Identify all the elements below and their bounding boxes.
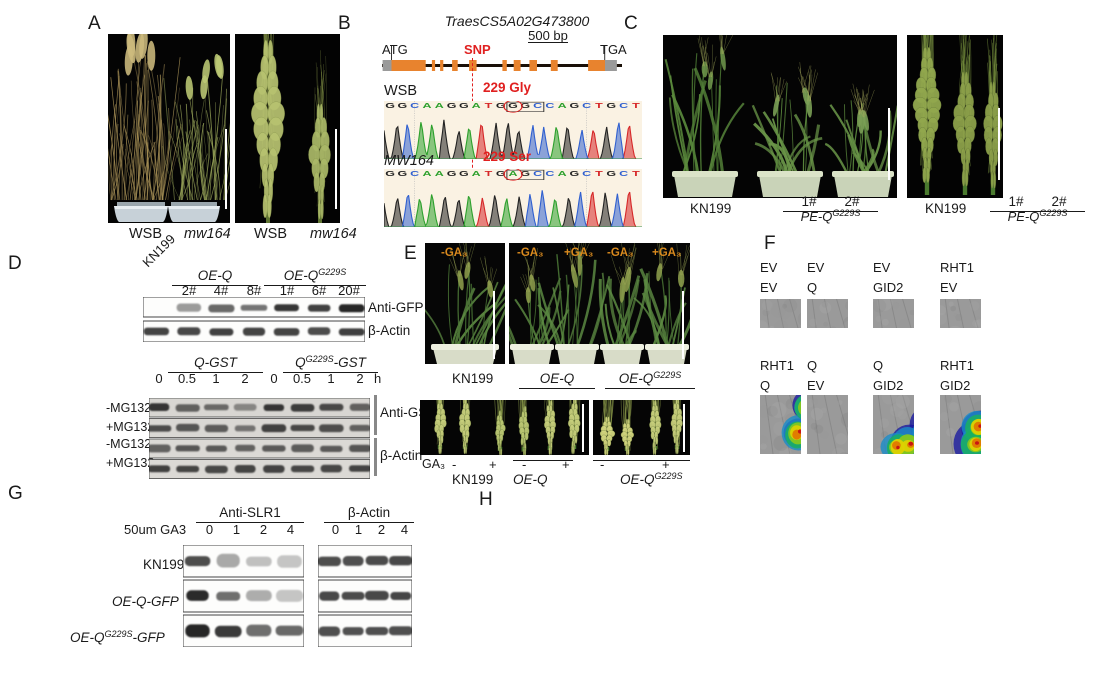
svg-text:A: A bbox=[558, 170, 568, 178]
svg-text:G: G bbox=[398, 170, 408, 178]
svg-text:G: G bbox=[508, 102, 518, 110]
svg-text:C: C bbox=[619, 102, 629, 110]
svg-text:C: C bbox=[410, 170, 420, 178]
svg-text:A: A bbox=[422, 170, 432, 178]
svg-text:G: G bbox=[398, 102, 408, 110]
svg-text:G: G bbox=[570, 102, 580, 110]
svg-text:C: C bbox=[582, 170, 592, 178]
svg-text:A: A bbox=[435, 170, 445, 178]
svg-text:A: A bbox=[422, 102, 432, 110]
svg-text:C: C bbox=[533, 102, 543, 110]
svg-text:T: T bbox=[632, 102, 641, 110]
svg-text:G: G bbox=[606, 170, 616, 178]
svg-text:A: A bbox=[435, 102, 445, 110]
svg-text:G: G bbox=[385, 102, 395, 110]
svg-text:G: G bbox=[570, 170, 580, 178]
svg-text:A: A bbox=[558, 102, 568, 110]
svg-text:A: A bbox=[472, 170, 482, 178]
svg-text:T: T bbox=[485, 102, 494, 110]
svg-text:C: C bbox=[533, 170, 543, 178]
svg-text:G: G bbox=[459, 170, 469, 178]
svg-text:A: A bbox=[472, 102, 482, 110]
svg-text:G: G bbox=[447, 102, 457, 110]
svg-text:T: T bbox=[485, 170, 494, 178]
svg-text:C: C bbox=[545, 102, 555, 110]
svg-text:T: T bbox=[632, 170, 641, 178]
svg-text:C: C bbox=[410, 102, 420, 110]
svg-text:G: G bbox=[459, 102, 469, 110]
svg-text:G: G bbox=[385, 170, 395, 178]
svg-text:C: C bbox=[619, 170, 629, 178]
svg-text:C: C bbox=[582, 102, 592, 110]
svg-text:T: T bbox=[595, 170, 604, 178]
svg-text:A: A bbox=[508, 170, 518, 178]
svg-text:G: G bbox=[606, 102, 616, 110]
svg-text:T: T bbox=[595, 102, 604, 110]
svg-text:C: C bbox=[545, 170, 555, 178]
svg-text:G: G bbox=[447, 170, 457, 178]
